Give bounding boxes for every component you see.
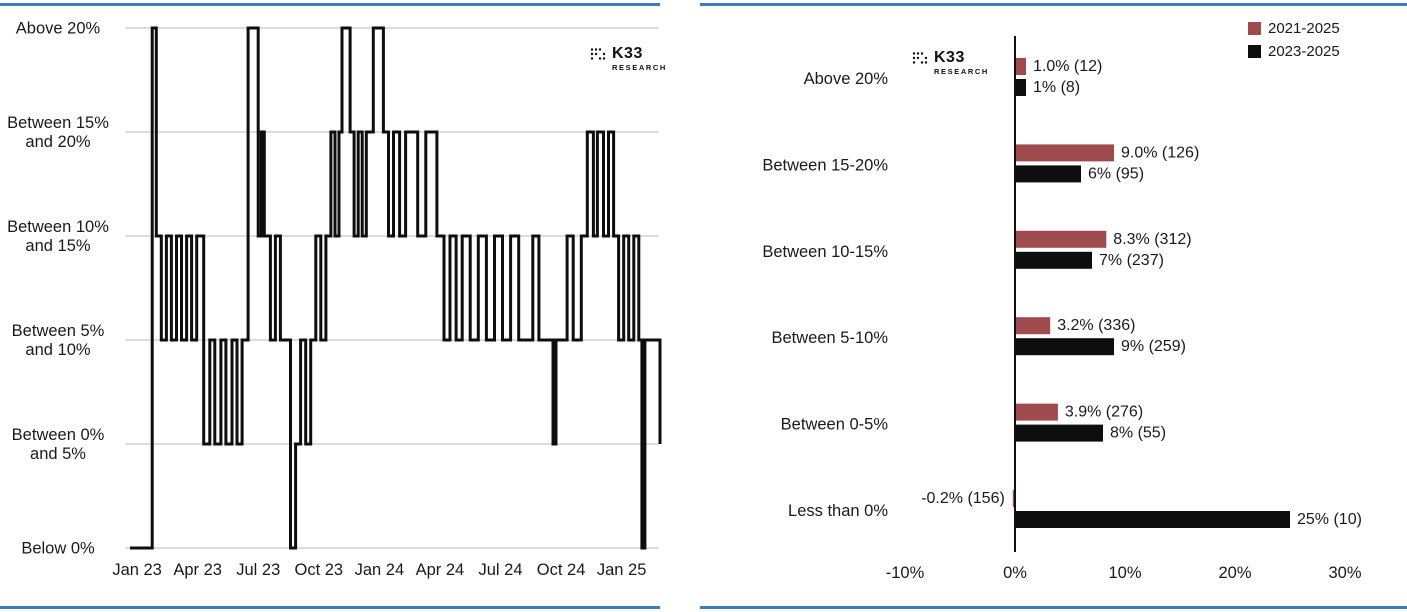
bar-2021-2025 <box>1015 317 1051 335</box>
bar-2023-2025 <box>1015 424 1103 442</box>
y-axis-band-label: Between 15% and 20% <box>7 114 109 151</box>
x-axis-tick-label: Apr 24 <box>416 561 465 579</box>
x-axis-tick-label: Oct 24 <box>537 561 586 579</box>
bar-value-label: 25% (10) <box>1297 511 1362 528</box>
bar-value-label: 3.9% (276) <box>1065 404 1143 421</box>
bar-value-label: 7% (237) <box>1099 252 1164 269</box>
bar-value-label: 1.0% (12) <box>1033 58 1102 75</box>
bar-value-label: -0.2% (156) <box>921 490 1005 507</box>
category-label: Less than 0% <box>788 502 888 520</box>
x-axis-tick-label: -10% <box>886 564 925 582</box>
ath-band-step-chart: Below 0% Between 0% and 5% Between 5% and 10… <box>7 20 662 579</box>
k33-dots-icon <box>590 48 606 60</box>
bar-2021-2025 <box>1015 403 1058 421</box>
bar-value-label: 3.2% (336) <box>1057 317 1135 334</box>
top-rule-right <box>700 3 1407 6</box>
legend-item-2023-2025: 2023-2025 <box>1248 43 1340 60</box>
bar-value-label: 9.0% (126) <box>1121 144 1199 161</box>
x-axis-tick-label: Jan 23 <box>112 561 162 579</box>
category-label: Between 10-15% <box>762 243 888 261</box>
category-label: Between 0-5% <box>781 416 889 434</box>
legend-label: 2023-2025 <box>1268 43 1340 60</box>
bar-2021-2025 <box>1015 144 1114 162</box>
legend-swatch-black <box>1248 45 1261 58</box>
x-axis-tick-label: Apr 23 <box>173 561 222 579</box>
x-axis-tick-label: 10% <box>1108 564 1141 582</box>
bar-2023-2025 <box>1015 511 1290 528</box>
k33-research-logo: K33 RESEARCH <box>590 46 667 72</box>
x-axis-tick-label: 0% <box>1003 564 1027 582</box>
brand-sub-label: RESEARCH <box>934 67 989 76</box>
y-axis-band-label: Between 5% and 10% <box>12 322 105 359</box>
bar-2023-2025 <box>1015 251 1092 269</box>
x-axis-tick-label: Jul 23 <box>236 561 280 579</box>
legend-swatch-red <box>1248 22 1261 35</box>
brand-name: K33 <box>934 49 965 66</box>
logo-row: K33 <box>590 46 667 62</box>
bar-value-label: 1% (8) <box>1033 79 1080 96</box>
y-axis-band-label: Above 20% <box>16 20 101 38</box>
y-axis-band-label: Between 10% and 15% <box>7 218 109 255</box>
x-axis-tick-label: Jul 24 <box>479 561 523 579</box>
bar-value-label: 8% (55) <box>1110 425 1166 442</box>
bar-value-label: 8.3% (312) <box>1113 231 1191 248</box>
ath-band-bar-chart: -10% 0% 10% 20% 30% Above 20% Between 15-20% Be… <box>762 36 1362 582</box>
logo-row: K33 <box>912 50 989 66</box>
bar-2023-2025 <box>1015 165 1081 183</box>
category-label: Between 5-10% <box>772 329 889 347</box>
bar-2021-2025 <box>1015 58 1026 75</box>
category-label: Between 15-20% <box>762 156 888 174</box>
x-axis-tick-label: Jan 25 <box>597 561 647 579</box>
y-axis-band-label: Below 0% <box>21 540 95 558</box>
legend-label: 2021-2025 <box>1268 20 1340 37</box>
k33-dots-icon <box>912 52 928 64</box>
x-axis-tick-label: 30% <box>1328 564 1361 582</box>
brand-name: K33 <box>612 45 643 62</box>
bar-value-label: 9% (259) <box>1121 338 1186 355</box>
top-rule-left <box>0 3 660 6</box>
bar-value-label: 6% (95) <box>1088 165 1144 182</box>
bar-2023-2025 <box>1015 338 1114 356</box>
step-line-series <box>130 26 662 550</box>
x-axis-tick-label: Oct 23 <box>295 561 344 579</box>
chart-legend: 2021-2025 2023-2025 <box>1248 20 1340 60</box>
bar-2023-2025 <box>1015 79 1026 96</box>
k33-research-logo: K33 RESEARCH <box>912 50 989 76</box>
brand-sub-label: RESEARCH <box>612 63 667 72</box>
legend-item-2021-2025: 2021-2025 <box>1248 20 1340 37</box>
bar-2021-2025 <box>1012 490 1015 507</box>
x-axis-tick-label: 20% <box>1218 564 1251 582</box>
bar-2021-2025 <box>1015 230 1107 248</box>
bottom-rule-left <box>0 606 660 609</box>
bottom-rule-right <box>700 606 1407 609</box>
y-axis-band-label: Between 0% and 5% <box>12 426 105 463</box>
category-label: Above 20% <box>804 70 889 88</box>
x-axis-tick-label: Jan 24 <box>355 561 405 579</box>
